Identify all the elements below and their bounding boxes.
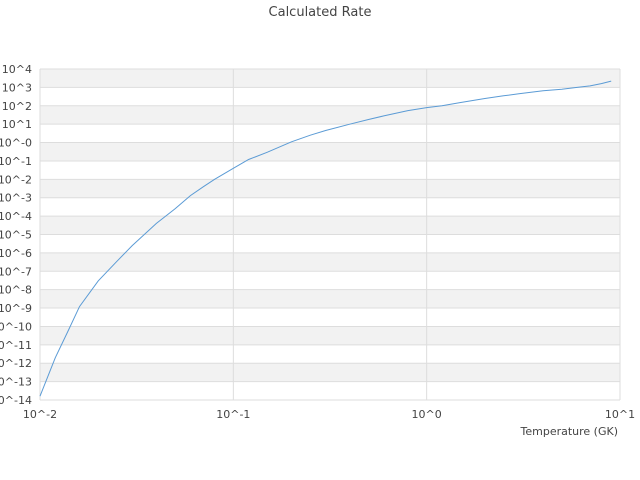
grid-band bbox=[40, 326, 620, 345]
y-tick-label: 10^4 bbox=[2, 63, 32, 76]
y-tick-label: 10^-5 bbox=[0, 229, 32, 242]
x-tick-label: 10^-1 bbox=[216, 408, 250, 421]
grid-band bbox=[40, 142, 620, 161]
y-tick-label: 10^3 bbox=[2, 81, 32, 94]
y-tick-label: 10^-4 bbox=[0, 210, 32, 223]
x-tick-label: 10^-2 bbox=[23, 408, 57, 421]
grid-band bbox=[40, 363, 620, 382]
grid-band bbox=[40, 216, 620, 235]
y-tick-label: 10^-13 bbox=[0, 376, 32, 389]
grid-band bbox=[40, 289, 620, 309]
y-tick-label: 10^-9 bbox=[0, 302, 32, 315]
grid-band bbox=[40, 69, 620, 88]
grid-bands bbox=[40, 69, 620, 382]
x-axis-ticks: 10^-2 10^-1 10^0 10^1 bbox=[23, 408, 635, 421]
y-axis-ticks: 10^-14 10^-13 10^-12 10^-11 10^-10 10^-9 10^-8… bbox=[0, 63, 32, 407]
vertical-gridlines bbox=[39, 69, 621, 400]
horizontal-gridlines bbox=[40, 68, 620, 401]
grid-band bbox=[40, 179, 620, 198]
y-tick-label: 10^-1 bbox=[0, 155, 32, 168]
grid-band bbox=[40, 252, 620, 272]
y-tick-label: 10^2 bbox=[2, 100, 32, 113]
y-tick-label: 10^-3 bbox=[0, 192, 32, 205]
x-tick-label: 10^1 bbox=[605, 408, 635, 421]
y-tick-label: 10^-6 bbox=[0, 247, 32, 260]
y-tick-label: 10^-2 bbox=[0, 173, 32, 186]
y-tick-label: 10^1 bbox=[2, 118, 32, 131]
y-tick-label: 10^-7 bbox=[0, 265, 32, 278]
y-tick-label: 10^-10 bbox=[0, 320, 32, 333]
y-tick-label: 10^-14 bbox=[0, 394, 32, 407]
x-axis-label: Temperature (GK) bbox=[520, 425, 619, 438]
y-tick-label: 10^-11 bbox=[0, 339, 32, 352]
grid-band bbox=[40, 105, 620, 125]
y-tick-label: 10^-8 bbox=[0, 284, 32, 297]
series-line bbox=[39, 80, 612, 397]
x-tick-label: 10^0 bbox=[412, 408, 442, 421]
y-tick-label: 10^-0 bbox=[0, 137, 32, 150]
y-tick-label: 10^-12 bbox=[0, 357, 32, 370]
chart-title: Calculated Rate bbox=[269, 5, 372, 20]
